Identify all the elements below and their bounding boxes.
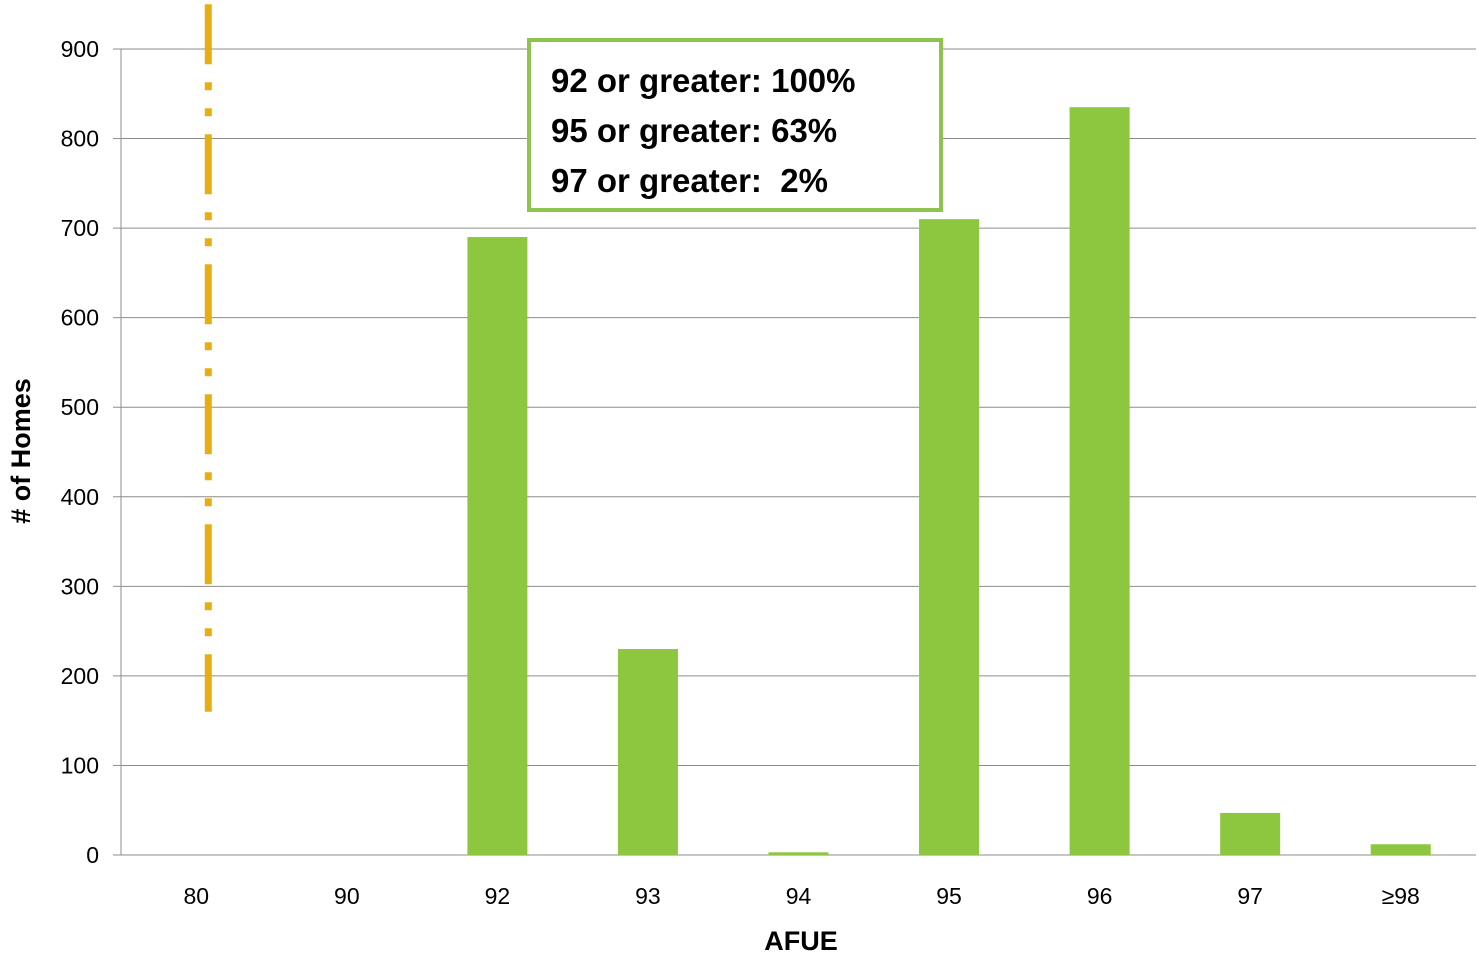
annotation-line-95: 95 or greater: 63% [551, 112, 838, 149]
y-axis-title: # of Homes [6, 378, 36, 524]
x-tick-label-92: 92 [485, 883, 511, 909]
bar-92 [467, 237, 528, 856]
bar-95 [919, 219, 980, 856]
y-tick-label-200: 200 [61, 663, 99, 689]
bars [467, 107, 1431, 856]
x-tick-label-93: 93 [635, 883, 661, 909]
y-tick-labels: 0 100 200 300 400 500 600 700 800 900 [61, 36, 99, 868]
annotation-line-97: 97 or greater: 2% [551, 162, 828, 199]
x-tick-label-94: 94 [786, 883, 812, 909]
annotation-line-92: 92 or greater: 100% [551, 62, 856, 99]
x-tick-label-≥98: ≥98 [1382, 883, 1420, 909]
y-tick-label-500: 500 [61, 394, 99, 420]
x-tick-label-97: 97 [1237, 883, 1263, 909]
y-tick-label-100: 100 [61, 752, 99, 778]
bar-96 [1069, 107, 1130, 855]
annotation-box: 92 or greater: 100% 95 or greater: 63% 9… [527, 38, 943, 212]
y-tick-label-0: 0 [86, 842, 99, 868]
bar-97 [1220, 812, 1281, 855]
bar-94 [768, 852, 829, 855]
y-tick-label-300: 300 [61, 573, 99, 599]
x-tick-label-90: 90 [334, 883, 360, 909]
x-tick-labels: 80 90 92 93 94 95 96 97 ≥98 [183, 883, 1419, 909]
y-tick-label-800: 800 [61, 126, 99, 152]
x-axis-title: AFUE [764, 926, 838, 956]
y-tick-label-400: 400 [61, 484, 99, 510]
bar-93 [617, 649, 678, 855]
y-tick-label-600: 600 [61, 305, 99, 331]
bar-≥98 [1370, 844, 1431, 855]
y-tick-label-700: 700 [61, 215, 99, 241]
x-tick-label-96: 96 [1087, 883, 1113, 909]
y-tick-label-900: 900 [61, 36, 99, 62]
x-tick-label-80: 80 [183, 883, 209, 909]
x-tick-label-95: 95 [936, 883, 962, 909]
